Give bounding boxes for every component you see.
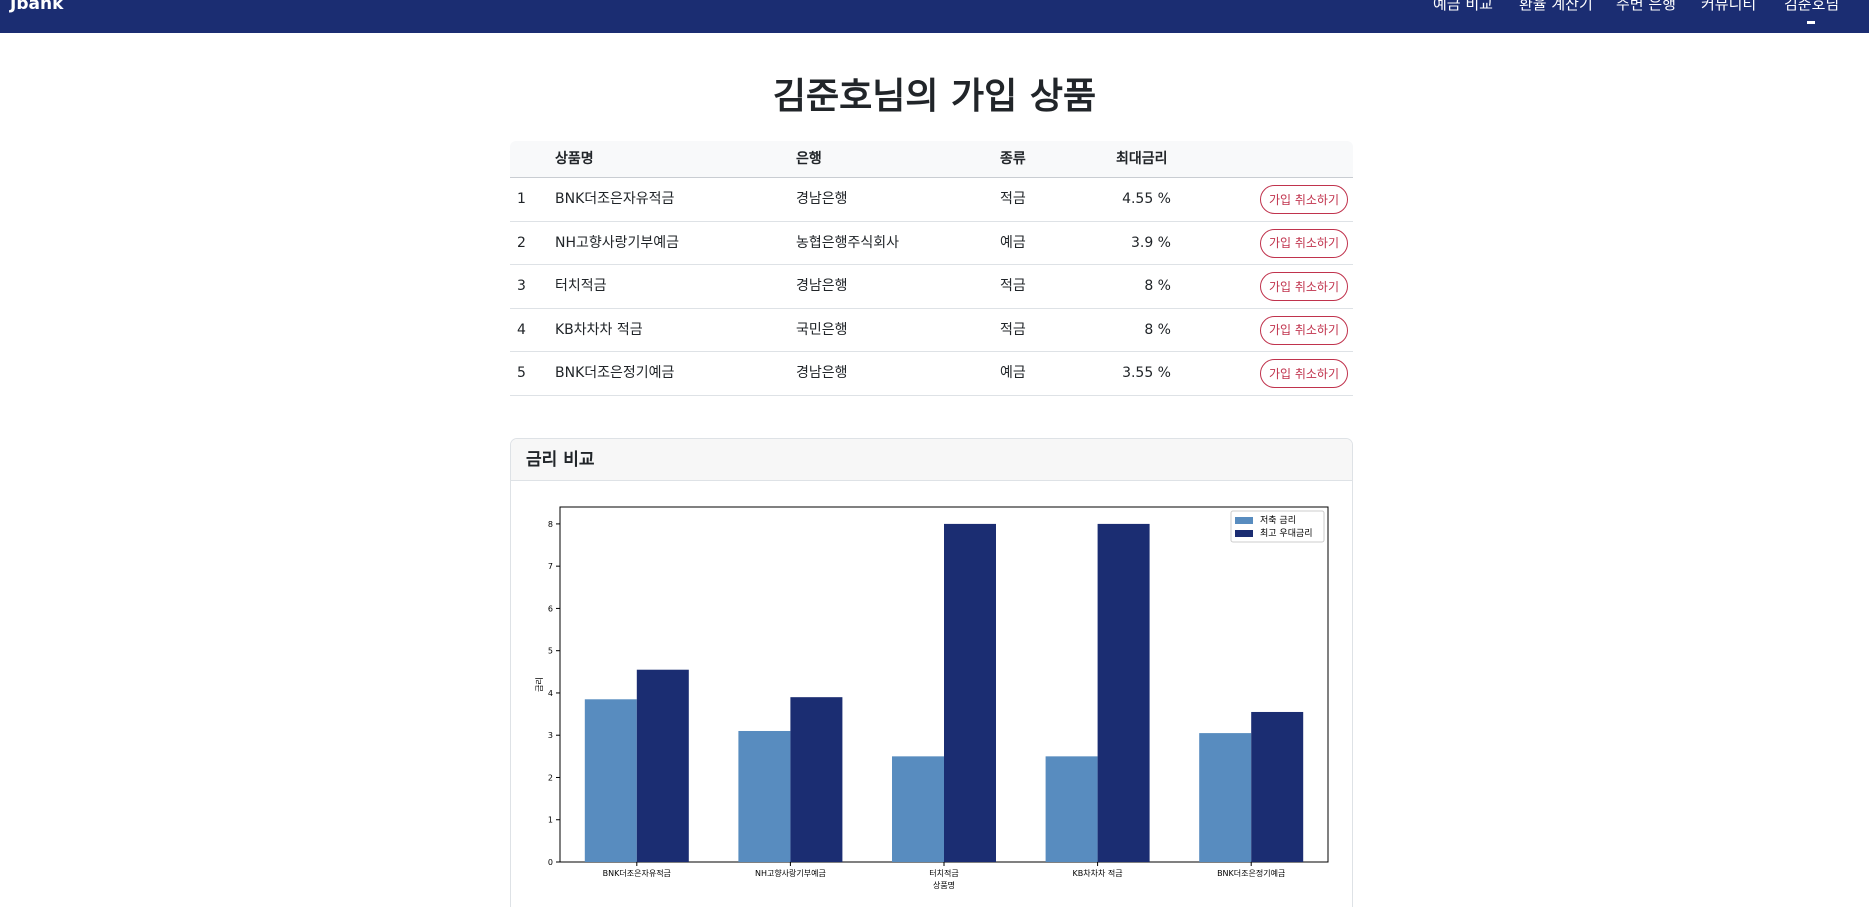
rate-comparison-chart: 0 1 2 3 4 5 6 7 8 BNK더조은자유적금 NH고향사랑기부예금 터치적금 KB차차차 적… xyxy=(535,506,1329,890)
header-product-name: 상품명 xyxy=(555,151,594,167)
table-row: 5 BNK더조은정기예금 경남은행 예금 3.55 % 가입 취소하기 xyxy=(510,352,1353,396)
page-title: 김준호님의 가입 상품 xyxy=(772,76,1097,117)
max-rate: 8 % xyxy=(1144,278,1171,294)
max-rate: 3.9 % xyxy=(1130,234,1171,251)
product-type: 예금 xyxy=(1000,234,1026,251)
nav-exchange-calculator[interactable]: 환율 계산기 xyxy=(1519,0,1593,13)
row-number: 2 xyxy=(517,234,526,251)
y-tick-label: 8 xyxy=(548,520,553,529)
bank-name: 경남은행 xyxy=(796,365,848,381)
nav-user-profile[interactable]: 김준호님 xyxy=(1784,0,1840,13)
bar-savings-rate xyxy=(1045,756,1098,862)
cancel-subscription-button[interactable]: 가입 취소하기 xyxy=(1259,315,1348,345)
header-max-rate: 최대금리 xyxy=(1116,151,1168,167)
cancel-subscription-button[interactable]: 가입 취소하기 xyxy=(1259,185,1348,214)
rate-comparison-card: 금리 비교 0 1 2 3 4 5 6 7 8 BNK더조은자유적금 NH고향사랑기부예금 터치적금 K… xyxy=(510,438,1353,907)
cancel-subscription-button[interactable]: 가입 취소하기 xyxy=(1259,228,1348,258)
x-axis-label: 상품명 xyxy=(933,880,955,890)
bar-savings-rate xyxy=(738,730,791,862)
max-rate: 8 % xyxy=(1144,321,1171,338)
chart-legend xyxy=(1230,510,1325,543)
legend-label: 최고 우대금리 xyxy=(1260,528,1313,539)
cancel-subscription-button[interactable]: 가입 취소하기 xyxy=(1259,272,1348,301)
x-tick-label: BNK더조은자유적금 xyxy=(603,868,671,878)
nav-active-indicator xyxy=(1807,21,1815,24)
header-bank: 은행 xyxy=(796,151,822,167)
table-row: 2 NH고향사랑기부예금 농협은행주식회사 예금 3.9 % 가입 취소하기 xyxy=(510,222,1353,265)
product-name: KB차차차 적금 xyxy=(555,321,643,338)
table-row: 1 BNK더조은자유적금 경남은행 적금 4.55 % 가입 취소하기 xyxy=(510,178,1353,222)
y-tick-label: 2 xyxy=(548,773,553,782)
product-type: 적금 xyxy=(1000,278,1026,294)
table-header: 상품명 은행 종류 최대금리 xyxy=(510,141,1353,178)
y-axis-label: 금리 xyxy=(535,677,544,692)
max-rate: 4.55 % xyxy=(1122,191,1171,207)
bar-savings-rate xyxy=(584,699,637,862)
bank-name: 농협은행주식회사 xyxy=(796,234,900,251)
row-number: 1 xyxy=(517,191,526,207)
y-tick-label: 4 xyxy=(548,689,553,698)
table-row: 3 터치적금 경남은행 적금 8 % 가입 취소하기 xyxy=(510,265,1353,309)
bar-max-preferential-rate xyxy=(944,523,996,862)
row-number: 3 xyxy=(517,278,526,294)
bar-savings-rate xyxy=(1199,733,1252,862)
x-tick-label: NH고향사랑기부예금 xyxy=(755,868,826,878)
x-tick-label: 터치적금 xyxy=(929,868,958,878)
x-tick-label: BNK더조은정기예금 xyxy=(1217,868,1285,878)
y-tick-label: 1 xyxy=(548,816,553,825)
header-type: 종류 xyxy=(1000,151,1026,167)
product-name: NH고향사랑기부예금 xyxy=(555,234,680,251)
bar-max-preferential-rate xyxy=(790,697,843,862)
y-tick-label: 0 xyxy=(548,858,553,867)
navbar: Jbank 예금 비교 환율 계산기 주변 은행 커뮤니티 김준호님 xyxy=(0,0,1869,33)
bank-name: 경남은행 xyxy=(796,191,848,207)
bar-savings-rate xyxy=(892,756,944,862)
table-row: 4 KB차차차 적금 국민은행 적금 8 % 가입 취소하기 xyxy=(510,309,1353,352)
product-name: 터치적금 xyxy=(555,278,607,294)
product-name: BNK더조은자유적금 xyxy=(555,191,675,207)
nav-community[interactable]: 커뮤니티 xyxy=(1701,0,1757,13)
table-body: 1 BNK더조은자유적금 경남은행 적금 4.55 % 가입 취소하기 2 NH고향사랑기부예… xyxy=(510,178,1353,396)
legend-swatch xyxy=(1235,530,1253,537)
y-tick-label: 7 xyxy=(548,562,553,571)
y-tick-label: 5 xyxy=(548,647,553,656)
nav-deposit-compare[interactable]: 예금 비교 xyxy=(1433,0,1493,13)
bar-max-preferential-rate xyxy=(636,669,689,862)
cancel-subscription-button[interactable]: 가입 취소하기 xyxy=(1259,359,1348,388)
x-tick-label: KB차차차 적금 xyxy=(1073,868,1123,878)
legend-label: 저축 금리 xyxy=(1260,515,1296,526)
max-rate: 3.55 % xyxy=(1122,365,1171,381)
legend-swatch xyxy=(1235,517,1253,524)
y-tick-label: 6 xyxy=(548,604,553,613)
row-number: 5 xyxy=(517,365,526,381)
product-type: 적금 xyxy=(1000,191,1026,207)
bank-name: 국민은행 xyxy=(796,321,848,338)
y-tick-label: 3 xyxy=(548,731,553,740)
bank-name: 경남은행 xyxy=(796,278,848,294)
product-name: BNK더조은정기예금 xyxy=(555,365,675,381)
subscribed-products-table: 상품명 은행 종류 최대금리 1 BNK더조은자유적금 경남은행 적금 4.55 % 가입… xyxy=(510,141,1353,396)
brand-logo[interactable]: Jbank xyxy=(10,0,64,14)
nav-nearby-banks[interactable]: 주변 은행 xyxy=(1616,0,1676,13)
bar-max-preferential-rate xyxy=(1097,523,1150,862)
product-type: 적금 xyxy=(1000,321,1026,338)
bar-max-preferential-rate xyxy=(1251,711,1304,862)
product-type: 예금 xyxy=(1000,365,1026,381)
card-title: 금리 비교 xyxy=(511,439,1352,481)
row-number: 4 xyxy=(517,321,526,338)
